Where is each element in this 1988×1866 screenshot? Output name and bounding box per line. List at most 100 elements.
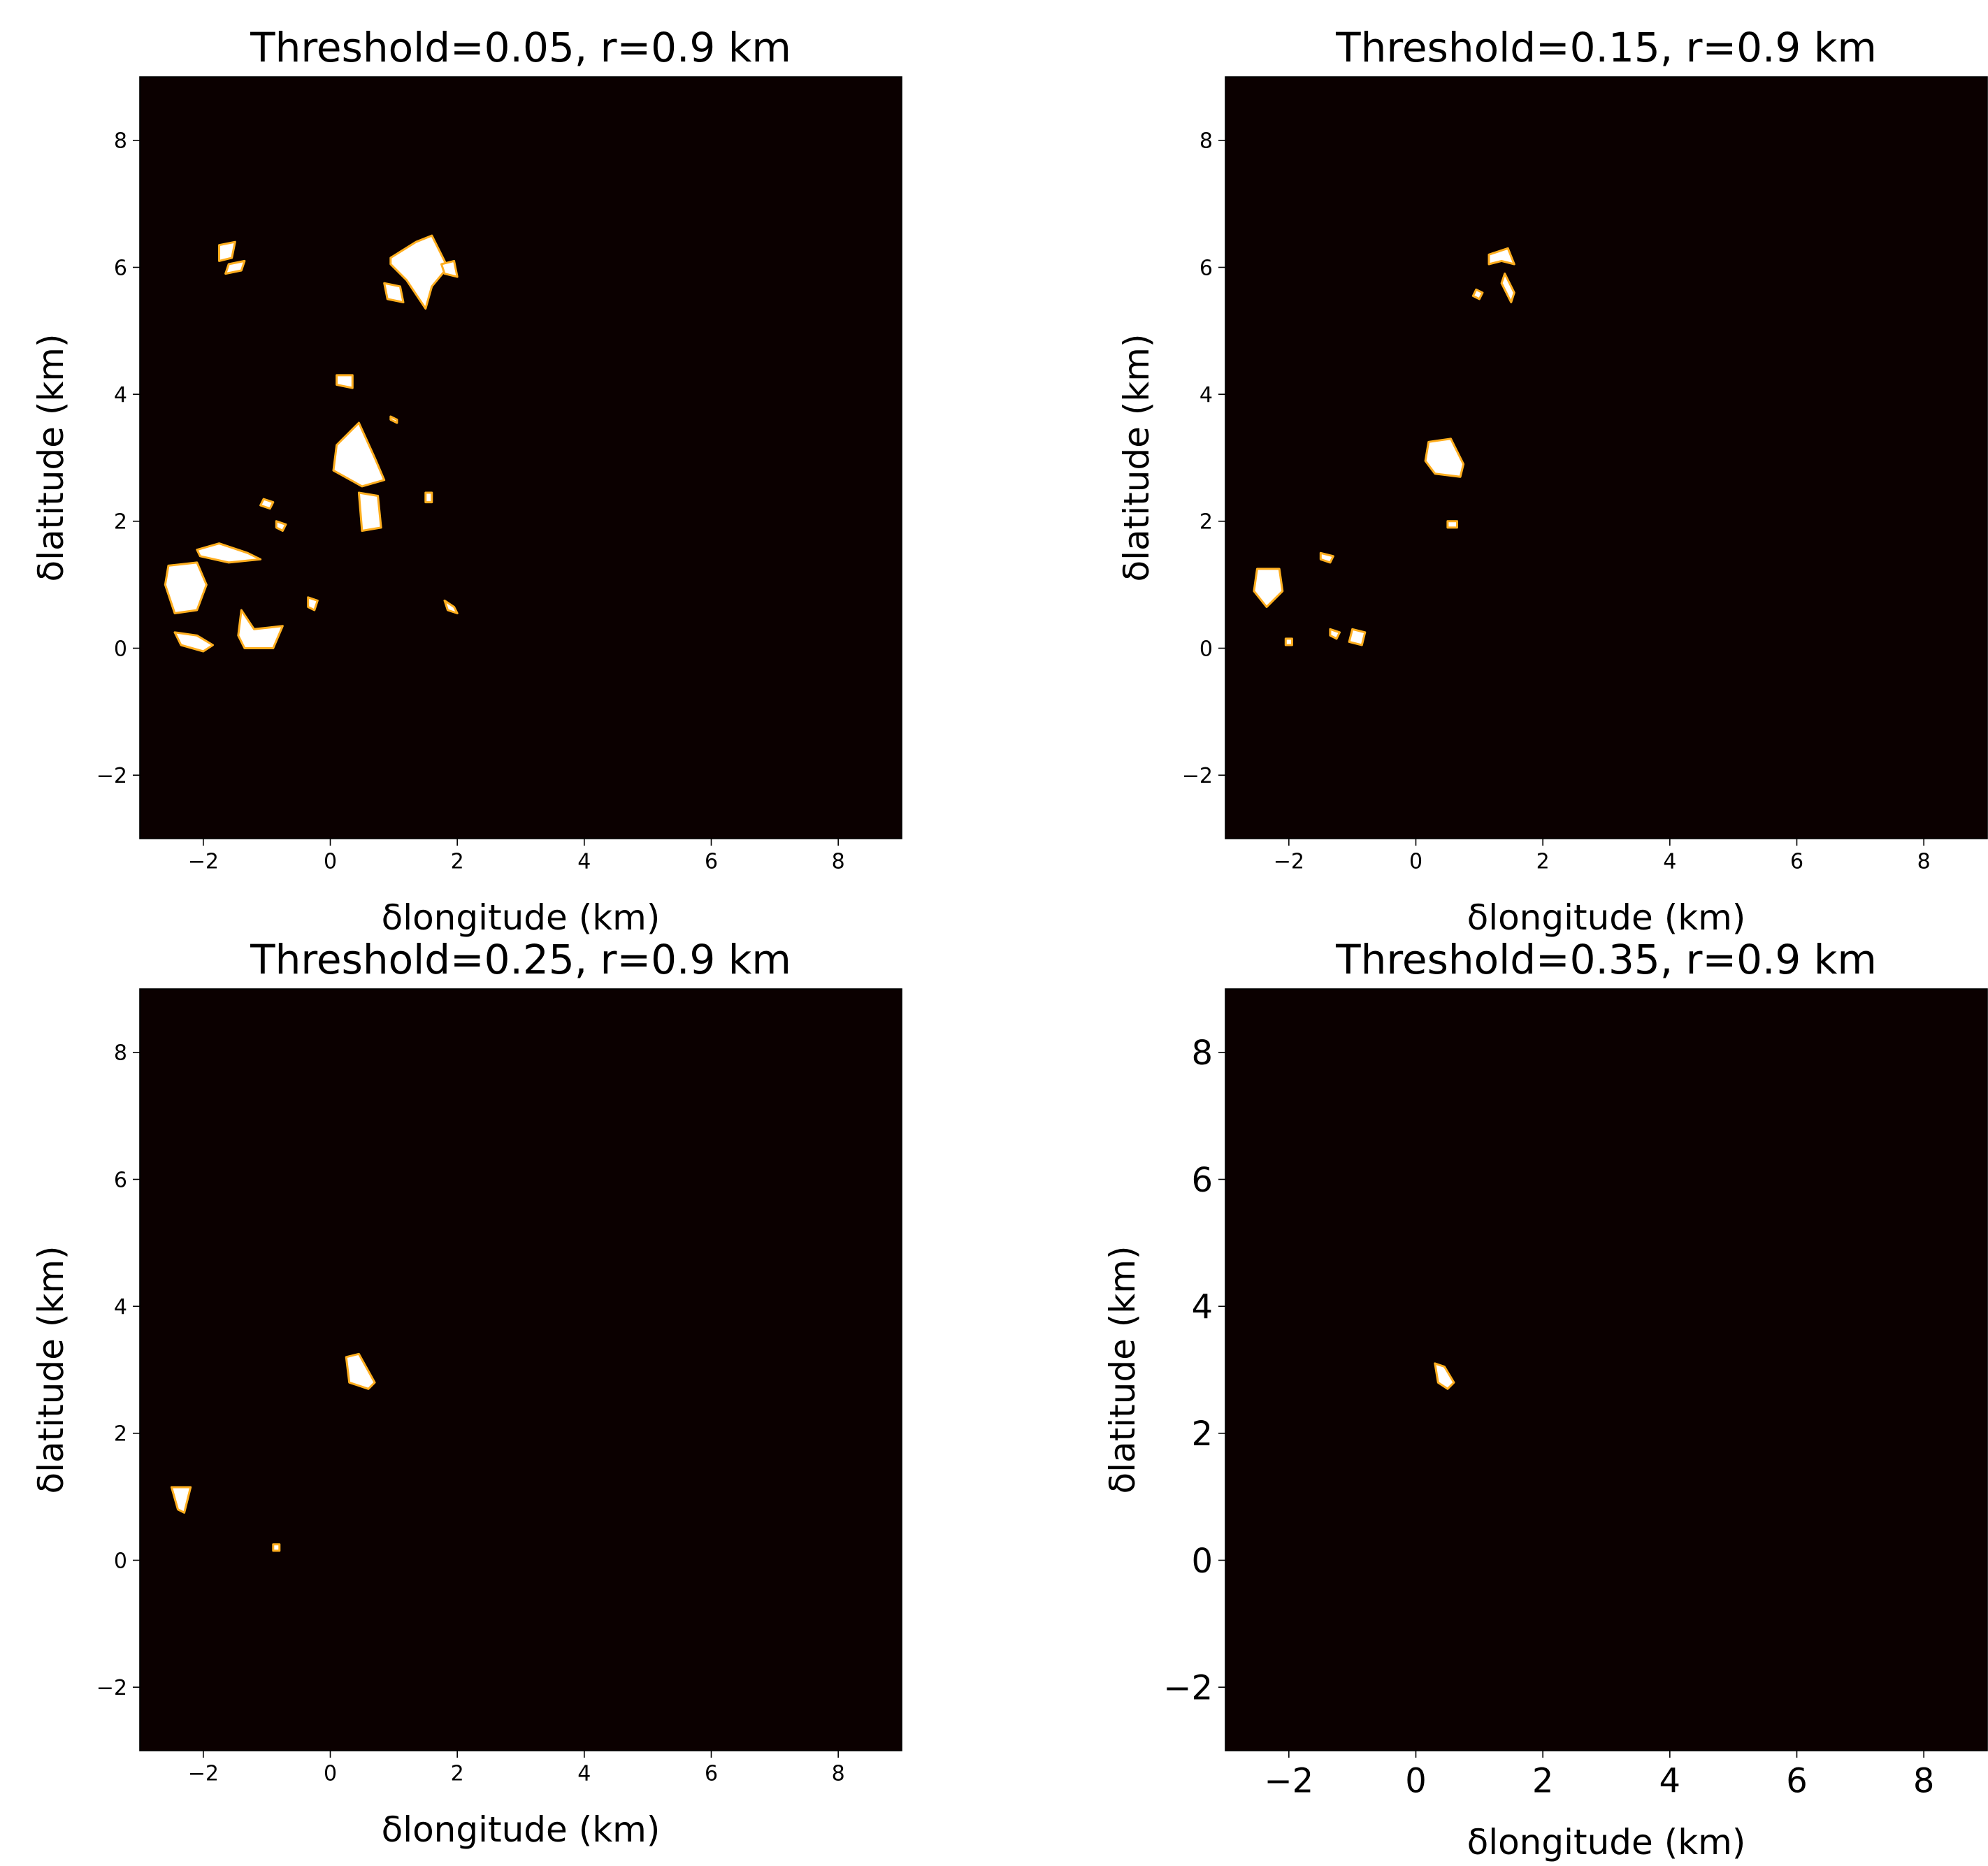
y-tick-label: 6: [1200, 256, 1213, 280]
x-tick-label: 2: [1536, 850, 1550, 874]
data-region: [1253, 567, 1284, 608]
data-region: [440, 259, 459, 278]
plot-area: [140, 989, 902, 1751]
x-tick-label: 4: [577, 1762, 591, 1786]
data-region: [272, 1543, 281, 1552]
y-tick-label: 2: [1191, 1415, 1213, 1454]
x-axis-label: δlongitude (km): [382, 1809, 661, 1850]
data-region: [164, 561, 208, 614]
data-region: [336, 374, 354, 389]
x-tick-label: −2: [188, 1762, 219, 1786]
x-tick-label: 6: [1790, 850, 1803, 874]
chart-title: Threshold=0.35, r=0.9 km: [1335, 936, 1877, 983]
x-tick-label: 0: [1405, 1762, 1427, 1801]
y-tick-label: 8: [1200, 129, 1213, 154]
data-region: [1488, 247, 1515, 266]
data-region: [237, 609, 284, 649]
data-region: [1424, 437, 1465, 478]
data-region: [1434, 1362, 1455, 1390]
y-tick-label: −2: [1163, 1668, 1213, 1707]
subplot-4: −2 0 2 4 6 8 −2 0 2 4 6 8 Threshold=0.35, r=0.9 km δl…: [1102, 936, 1988, 1863]
y-tick-label: 4: [114, 1295, 127, 1319]
y-tick-label: −2: [96, 764, 127, 788]
data-region: [218, 240, 236, 262]
axes-frame: [1225, 76, 1988, 839]
y-tick-label: 8: [114, 1041, 127, 1066]
data-region: [332, 421, 386, 488]
data-region: [196, 542, 262, 564]
data-region: [1319, 551, 1334, 564]
y-axis-label: δlatitude (km): [31, 1246, 71, 1494]
x-tick-label: 2: [451, 1762, 464, 1786]
y-tick-label: −2: [96, 1676, 127, 1700]
x-tick-label: 4: [577, 850, 591, 874]
x-tick-label: 0: [324, 850, 337, 874]
plot-area: [1225, 989, 1987, 1751]
axes-frame: [139, 988, 902, 1751]
y-tick-label: 2: [114, 1422, 127, 1447]
data-region: [389, 415, 398, 424]
y-tick-label: 0: [1191, 1542, 1213, 1581]
x-axis-label: δlongitude (km): [1467, 897, 1746, 938]
y-tick-label: 6: [1191, 1161, 1213, 1200]
x-tick-label: 8: [1913, 1762, 1935, 1801]
x-tick-label: −2: [1274, 850, 1304, 874]
y-axis-label: δlatitude (km): [1102, 1246, 1143, 1494]
data-region: [1329, 628, 1341, 640]
y-axis-label: δlatitude (km): [1116, 334, 1157, 582]
x-tick-label: 6: [705, 1762, 718, 1786]
data-region: [443, 599, 459, 614]
x-tick-label: 8: [832, 850, 845, 874]
data-region: [345, 1352, 376, 1390]
y-tick-label: 4: [114, 383, 127, 407]
y-tick-label: 2: [114, 510, 127, 535]
y-tick-label: 6: [114, 1168, 127, 1192]
x-tick-label: −2: [188, 850, 219, 874]
x-axis-label: δlongitude (km): [1467, 1822, 1746, 1863]
x-tick-label: 8: [1917, 850, 1931, 874]
x-tick-label: 6: [1786, 1762, 1808, 1801]
data-region: [1446, 520, 1458, 529]
data-region: [259, 498, 275, 510]
chart-title: Threshold=0.15, r=0.9 km: [1335, 24, 1877, 71]
subplot-3: −2 0 2 4 6 8 −2 0 2 4 6 8 Threshold=0.25, r=0.9 km δl…: [31, 936, 902, 1850]
y-tick-label: 0: [114, 1549, 127, 1573]
data-region: [1348, 628, 1367, 646]
data-region: [424, 491, 433, 504]
x-tick-label: 6: [705, 850, 718, 874]
plot-area: [140, 77, 902, 839]
y-tick-label: 0: [114, 637, 127, 661]
data-region: [224, 259, 246, 275]
x-tick-label: 0: [1409, 850, 1422, 874]
data-region: [1500, 273, 1515, 303]
data-region: [389, 234, 449, 310]
x-axis-label: δlongitude (km): [382, 897, 661, 938]
data-region: [383, 282, 405, 303]
y-axis-label: δlatitude (km): [31, 334, 71, 582]
y-tick-label: 8: [114, 129, 127, 154]
y-tick-label: 6: [114, 256, 127, 280]
chart-title: Threshold=0.25, r=0.9 km: [250, 936, 791, 983]
x-tick-label: −2: [1264, 1762, 1313, 1801]
x-tick-label: 2: [1532, 1762, 1554, 1801]
x-tick-label: 2: [451, 850, 464, 874]
subplot-2: −2 0 2 4 6 8 −2 0 2 4 6 8 Threshold=0.15, r=0.9 km δl…: [1116, 24, 1988, 938]
data-region: [275, 520, 287, 532]
data-region: [1284, 637, 1293, 646]
y-tick-label: 0: [1200, 637, 1213, 661]
chart-title: Threshold=0.05, r=0.9 km: [250, 24, 791, 71]
data-region: [173, 631, 214, 653]
data-region: [1471, 288, 1484, 301]
y-tick-label: 2: [1200, 510, 1213, 535]
x-tick-label: 0: [324, 1762, 337, 1786]
y-tick-label: 4: [1191, 1287, 1213, 1326]
axes-frame: [1225, 988, 1988, 1751]
data-region: [170, 1486, 192, 1514]
data-region: [307, 596, 319, 612]
x-tick-label: 4: [1659, 1762, 1681, 1801]
x-tick-label: 8: [832, 1762, 845, 1786]
y-tick-label: −2: [1182, 764, 1213, 788]
axes-frame: [139, 76, 902, 839]
y-tick-label: 4: [1200, 383, 1213, 407]
